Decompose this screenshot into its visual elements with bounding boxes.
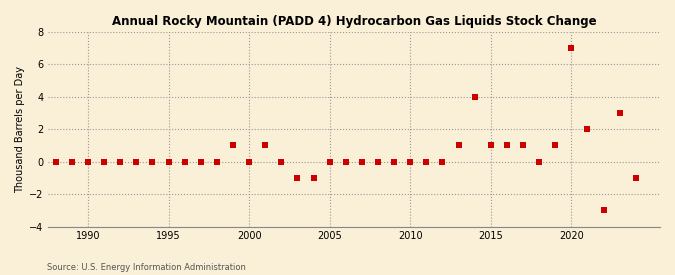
Point [340,160,351,164]
Point [453,143,464,148]
Point [99,160,109,164]
Point [437,160,448,164]
Point [485,143,496,148]
Point [630,176,641,180]
Point [356,160,367,164]
Point [82,160,93,164]
Point [324,160,335,164]
Point [550,143,561,148]
Point [244,160,254,164]
Point [405,160,416,164]
Point [373,160,383,164]
Point [260,143,271,148]
Point [66,160,77,164]
Point [180,160,190,164]
Point [292,176,303,180]
Point [163,160,174,164]
Point [308,176,319,180]
Point [211,160,222,164]
Point [566,46,576,50]
Point [598,208,609,213]
Point [276,160,287,164]
Point [469,95,480,99]
Point [51,160,61,164]
Point [195,160,206,164]
Text: Source: U.S. Energy Information Administration: Source: U.S. Energy Information Administ… [47,263,246,272]
Point [421,160,432,164]
Point [131,160,142,164]
Title: Annual Rocky Mountain (PADD 4) Hydrocarbon Gas Liquids Stock Change: Annual Rocky Mountain (PADD 4) Hydrocarb… [111,15,596,28]
Point [534,160,545,164]
Point [389,160,400,164]
Point [614,111,625,115]
Point [502,143,512,148]
Point [518,143,529,148]
Point [582,127,593,131]
Point [115,160,126,164]
Y-axis label: Thousand Barrels per Day: Thousand Barrels per Day [15,66,25,193]
Point [227,143,238,148]
Point [147,160,158,164]
